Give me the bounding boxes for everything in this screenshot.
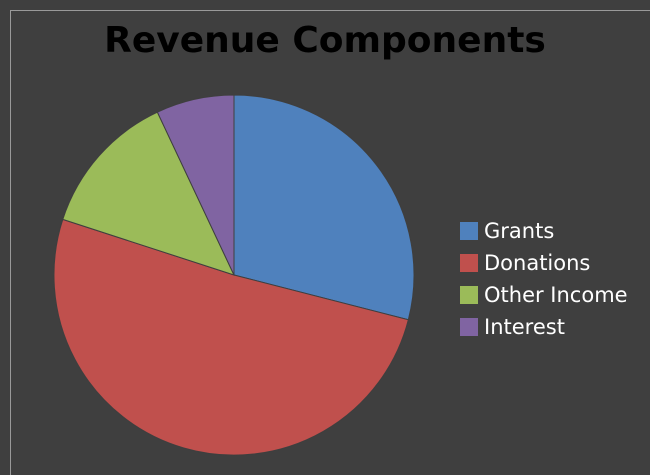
legend-swatch-other-income — [460, 286, 478, 304]
legend-swatch-interest — [460, 318, 478, 336]
legend-item-interest: Interest — [460, 311, 628, 343]
legend-item-donations: Donations — [460, 247, 628, 279]
legend: Grants Donations Other Income Interest — [460, 215, 628, 343]
legend-label-interest: Interest — [484, 315, 565, 339]
legend-label-other-income: Other Income — [484, 283, 628, 307]
legend-swatch-grants — [460, 222, 478, 240]
chart-title: Revenue Components — [104, 20, 546, 61]
pie-slice-interest — [156, 94, 235, 276]
legend-item-other-income: Other Income — [460, 279, 628, 311]
legend-label-donations: Donations — [484, 251, 591, 275]
legend-item-grants: Grants — [460, 215, 628, 247]
legend-swatch-donations — [460, 254, 478, 272]
pie-slice-donations — [53, 218, 409, 456]
pie-slice-grants — [233, 94, 415, 321]
pie-slice-other-income — [62, 111, 235, 276]
chart-area — [10, 10, 650, 475]
legend-label-grants: Grants — [484, 219, 555, 243]
